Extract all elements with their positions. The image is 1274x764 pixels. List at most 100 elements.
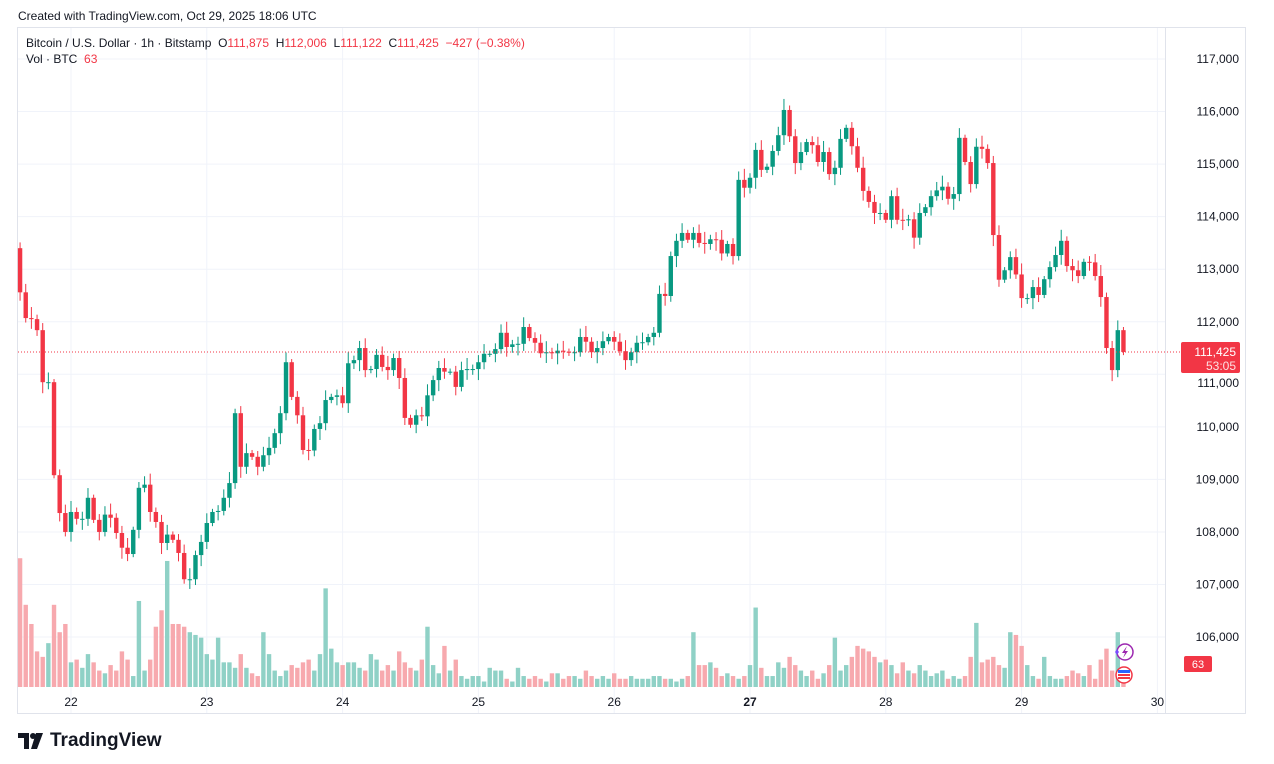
volume-bar	[1025, 665, 1030, 687]
volume-bar	[1042, 656, 1047, 687]
candle-up	[136, 487, 142, 530]
candle-up	[278, 413, 283, 434]
volume-bar	[776, 662, 781, 687]
volume-bar	[346, 662, 351, 687]
volume-bar	[306, 659, 311, 687]
candle-up	[923, 207, 928, 213]
volume-bar	[538, 678, 543, 687]
time-tick-label: 22	[64, 695, 78, 709]
volume-bar	[142, 670, 147, 687]
time-axis[interactable]: 22 23 24 25 26 27 28 29 30	[64, 695, 1164, 709]
candle-up	[391, 358, 396, 371]
volume-bar	[317, 654, 323, 687]
close-label: C	[388, 36, 398, 50]
candle-down	[894, 196, 900, 220]
candle-up	[1025, 298, 1030, 300]
volume-bar	[97, 670, 102, 687]
volume-bar	[340, 665, 345, 687]
open-label: O	[218, 36, 228, 50]
candle-up	[215, 510, 221, 512]
candle-down	[504, 332, 509, 347]
volume-bar	[23, 604, 28, 687]
volume-bar	[385, 665, 391, 687]
candle-up	[346, 363, 351, 404]
candle-up	[934, 190, 939, 197]
volume-bar	[634, 678, 640, 687]
candle-down	[979, 146, 985, 149]
candle-up	[244, 453, 249, 467]
candle-down	[742, 179, 747, 188]
candle-up	[374, 354, 379, 370]
price-tick-label: 116,000	[1197, 105, 1240, 119]
volume-bar	[108, 665, 113, 687]
candle-down	[408, 417, 413, 425]
low-value: 111,122	[340, 36, 382, 50]
volume-bar	[940, 670, 945, 687]
volume-bar	[1036, 678, 1041, 687]
candle-up	[198, 541, 204, 556]
volume-bar	[719, 676, 724, 687]
us-economic-event-icon[interactable]	[1115, 666, 1133, 684]
volume-bar	[787, 656, 792, 687]
ohlc-row: Bitcoin / U.S. Dollar · 1h · Bitstamp O 1…	[26, 35, 525, 51]
candle-up	[645, 336, 651, 343]
candle-down	[860, 167, 866, 191]
time-tick-label: 27	[743, 695, 757, 709]
high-value: 112,006	[284, 36, 327, 50]
candle-up	[470, 369, 475, 371]
volume-bar	[1104, 648, 1109, 687]
candle-down	[74, 511, 79, 519]
candle-down	[97, 519, 102, 532]
volume-bar	[1064, 676, 1070, 687]
volume-bar	[1019, 645, 1024, 687]
price-axis[interactable]: 117,000 116,000 115,000 114,000 113,000 112,0…	[1196, 52, 1240, 644]
price-tick-label: 114,000	[1197, 210, 1240, 224]
volume-row: Vol · BTC 63	[26, 51, 525, 67]
candle-up	[691, 232, 696, 240]
lightning-event-icon[interactable]	[1115, 643, 1134, 661]
volume-bar	[74, 659, 79, 687]
volume-bar	[425, 626, 430, 687]
candle-up	[600, 341, 606, 349]
candle-down	[759, 149, 764, 170]
volume-title[interactable]: Vol · BTC	[26, 52, 78, 66]
candle-down	[176, 539, 181, 553]
volume-bar	[657, 676, 662, 687]
candle-up	[668, 256, 673, 297]
candle-up	[334, 395, 340, 397]
volume-bar	[974, 622, 979, 687]
candle-down	[23, 292, 28, 319]
volume-bar	[408, 667, 413, 687]
candle-up	[266, 447, 272, 456]
candle-up	[80, 518, 85, 520]
volume-bar	[1098, 659, 1104, 687]
candle-up	[781, 109, 787, 136]
candle-up	[521, 327, 526, 344]
volume-bar	[80, 667, 85, 687]
volume-bar	[810, 670, 815, 687]
volume-bar	[917, 665, 922, 687]
candle-up	[283, 362, 289, 414]
symbol-title[interactable]: Bitcoin / U.S. Dollar · 1h · Bitstamp	[26, 36, 212, 50]
candle-down	[249, 453, 255, 457]
candle-down	[419, 415, 425, 417]
candle-down	[855, 146, 860, 168]
tradingview-logo[interactable]: TradingView	[18, 730, 162, 752]
volume-bar	[996, 665, 1002, 687]
volume-bar	[860, 648, 866, 687]
volume-bar	[662, 678, 668, 687]
candle-down	[945, 186, 951, 199]
volume-bar	[430, 665, 436, 687]
volume-bar	[283, 670, 289, 687]
candle-down	[696, 232, 702, 243]
volume-bar	[1092, 678, 1098, 687]
bar-countdown: 53:05	[1206, 359, 1236, 373]
price-tick-label: 107,000	[1196, 578, 1240, 592]
volume-bar	[889, 665, 894, 687]
candle-down	[589, 341, 594, 353]
price-tick-label: 108,000	[1196, 525, 1240, 539]
candle-up	[1053, 255, 1058, 268]
candle-up	[85, 497, 91, 519]
candle-up	[351, 360, 357, 364]
